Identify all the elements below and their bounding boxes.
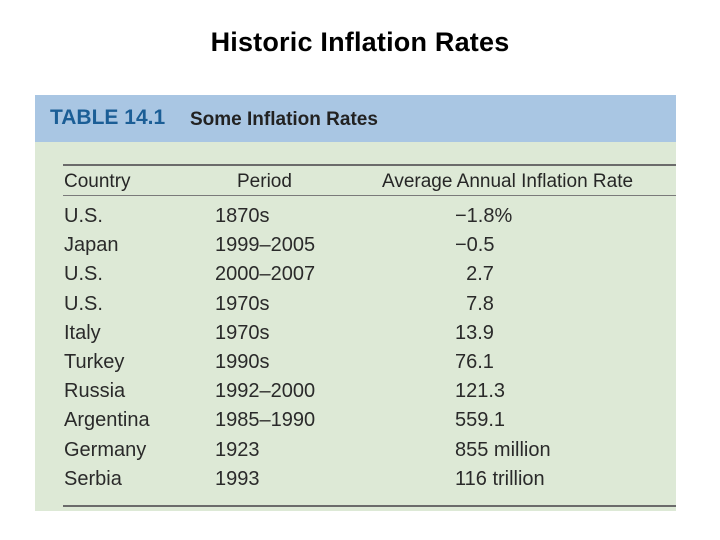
cell-rate: 2.7 (455, 263, 494, 286)
table-top-rule (63, 164, 676, 166)
cell-rate: 559.1 (455, 409, 506, 432)
table-body: U.S. 1870s −1.8% Japan 1999–2005 −0.5 U.… (35, 205, 676, 497)
table-bottom-rule (63, 505, 676, 507)
table-row: Serbia 1993 116 trillion (35, 468, 676, 497)
column-header-country: Country (64, 171, 131, 192)
cell-rate: 116 trillion (455, 467, 545, 490)
table-header-rule (63, 195, 676, 196)
cell-country: U.S. (64, 205, 103, 227)
cell-country: Japan (64, 234, 119, 257)
cell-country: Italy (64, 321, 101, 344)
table-caption: Some Inflation Rates (190, 109, 378, 130)
column-header-rate: Average Annual Inflation Rate (382, 171, 634, 192)
table-row: Turkey 1990s 76.1 (35, 351, 676, 380)
table-figure: TABLE 14.1 Some Inflation Rates Country … (35, 95, 676, 511)
cell-country: Argentina (64, 409, 150, 432)
cell-rate: 76.1 (455, 350, 494, 373)
cell-period: 1970s (215, 292, 270, 315)
cell-period: 1870s (215, 205, 270, 227)
cell-country: Serbia (64, 467, 122, 490)
cell-period: 1992–2000 (215, 380, 316, 403)
slide-title: Historic Inflation Rates (210, 27, 510, 57)
cell-period: 1985–1990 (215, 409, 316, 432)
table-row: Italy 1970s 13.9 (35, 322, 676, 351)
cell-country: U.S. (64, 292, 103, 315)
cell-period: 1970s (215, 321, 270, 344)
table-row: Germany 1923 855 million (35, 439, 676, 468)
table-row: Russia 1992–2000 121.3 (35, 380, 676, 409)
cell-country: Germany (64, 438, 147, 461)
cell-rate: 121.3 (455, 380, 506, 403)
cell-rate: 13.9 (455, 321, 494, 344)
cell-period: 1993 (215, 467, 260, 490)
cell-period: 1990s (215, 350, 270, 373)
table-row: U.S. 1870s −1.8% (35, 205, 676, 234)
cell-period: 1999–2005 (215, 234, 316, 257)
table-row: U.S. 1970s 7.8 (35, 293, 676, 322)
cell-country: U.S. (64, 263, 103, 286)
table-number: TABLE 14.1 (50, 106, 166, 129)
cell-country: Turkey (64, 350, 125, 373)
cell-period: 2000–2007 (215, 263, 316, 286)
cell-rate: −0.5 (455, 234, 495, 257)
cell-country: Russia (64, 380, 126, 403)
cell-period: 1923 (215, 438, 260, 461)
cell-rate: 855 million (455, 438, 551, 461)
table-row: U.S. 2000–2007 2.7 (35, 263, 676, 292)
table-caption-bar: TABLE 14.1 Some Inflation Rates (35, 95, 676, 142)
table-row: Argentina 1985–1990 559.1 (35, 409, 676, 438)
column-header-period: Period (237, 171, 292, 192)
cell-rate: −1.8% (455, 205, 513, 227)
table-row: Japan 1999–2005 −0.5 (35, 234, 676, 263)
cell-rate: 7.8 (455, 292, 494, 315)
